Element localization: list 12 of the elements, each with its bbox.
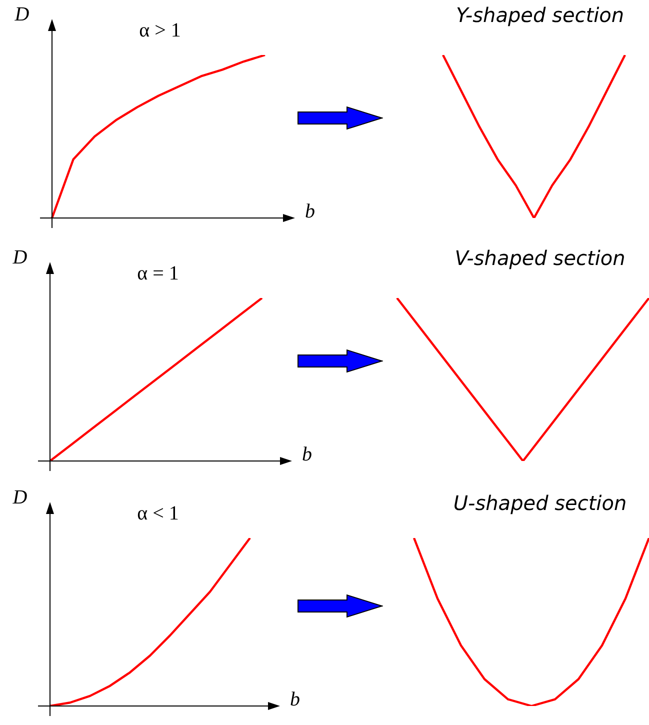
x-axis-title: b [302, 443, 312, 466]
x-axis-title: b [305, 200, 315, 222]
x-axis-title: b [290, 688, 300, 710]
chart-title: Y-shaped section [456, 3, 624, 28]
y-axis-title: D [12, 486, 28, 508]
text: α > 1 [139, 19, 181, 42]
chart-title: V-shaped section [454, 246, 626, 270]
chart-title: U-shaped section [453, 491, 627, 516]
y-axis-title: D [12, 246, 28, 268]
text: α = 1 [137, 262, 179, 284]
y-axis-title: D [14, 3, 30, 26]
text: α < 1 [137, 502, 179, 524]
